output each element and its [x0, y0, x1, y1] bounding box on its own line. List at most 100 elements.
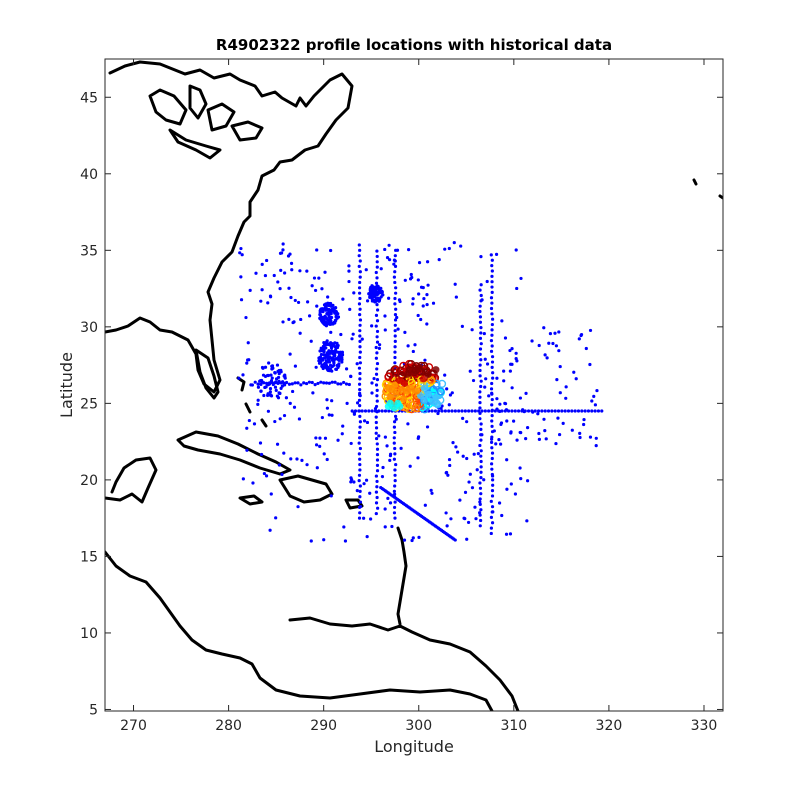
- historical-point: [478, 288, 482, 292]
- historical-point: [274, 380, 278, 384]
- float-profile-point: [424, 370, 432, 378]
- historical-point: [479, 422, 483, 426]
- float-profile-point: [398, 385, 406, 394]
- historical-point: [454, 445, 458, 449]
- historical-point: [373, 298, 378, 302]
- historical-point: [525, 425, 530, 430]
- historical-point: [479, 454, 483, 458]
- historical-point: [494, 442, 498, 446]
- historical-point: [393, 420, 397, 424]
- historical-point: [279, 268, 283, 272]
- historical-point: [447, 246, 451, 251]
- y-tick-label: 25: [80, 396, 98, 412]
- historical-point: [259, 452, 264, 457]
- historical-point: [375, 469, 380, 473]
- historical-point: [453, 282, 457, 286]
- historical-point: [393, 361, 397, 365]
- historical-point: [348, 307, 352, 311]
- historical-point: [279, 368, 283, 372]
- historical-point: [305, 463, 309, 467]
- float-profile-point: [420, 384, 429, 392]
- historical-point: [490, 467, 494, 471]
- historical-point: [490, 280, 494, 284]
- historical-point: [357, 302, 362, 306]
- y-tick-label: 10: [80, 626, 98, 642]
- historical-point: [333, 341, 337, 345]
- historical-point: [358, 323, 362, 327]
- historical-point: [468, 369, 472, 373]
- historical-point: [299, 317, 303, 322]
- historical-point: [392, 505, 397, 510]
- historical-point: [315, 304, 319, 308]
- historical-point: [272, 273, 276, 278]
- historical-point: [358, 312, 362, 317]
- historical-point: [402, 538, 407, 542]
- historical-point: [322, 340, 326, 345]
- y-tick-label: 45: [80, 90, 98, 106]
- historical-point: [573, 409, 577, 413]
- historical-point: [374, 474, 379, 478]
- historical-point: [551, 341, 555, 346]
- historical-point: [479, 465, 483, 469]
- historical-point: [514, 351, 518, 355]
- historical-point: [358, 329, 362, 333]
- historical-point: [287, 317, 291, 321]
- historical-point: [357, 264, 361, 268]
- historical-point: [526, 409, 531, 413]
- historical-point: [547, 341, 551, 345]
- historical-point: [478, 443, 482, 448]
- historical-point: [328, 367, 332, 371]
- historical-point: [375, 335, 379, 339]
- coastline-south-america: [288, 616, 520, 711]
- x-tick-label: 310: [500, 718, 527, 734]
- historical-point: [393, 318, 398, 322]
- historical-point: [282, 374, 286, 378]
- float-profile-point: [415, 364, 423, 372]
- historical-point: [383, 435, 387, 439]
- historical-point: [279, 386, 283, 390]
- historical-point: [358, 275, 362, 279]
- historical-point: [321, 366, 325, 370]
- coastline-gulf-central-america: [105, 456, 494, 711]
- historical-point: [518, 466, 522, 470]
- historical-point: [416, 456, 420, 460]
- historical-point: [421, 304, 425, 308]
- historical-point: [512, 419, 516, 423]
- historical-point: [525, 519, 529, 523]
- historical-point: [299, 383, 303, 387]
- historical-point: [326, 303, 330, 308]
- historical-point: [327, 381, 331, 385]
- historical-point: [290, 268, 294, 272]
- historical-point: [333, 309, 337, 313]
- historical-point: [473, 505, 477, 509]
- historical-point: [374, 426, 379, 430]
- historical-point: [388, 501, 393, 505]
- historical-point: [358, 318, 363, 322]
- historical-point: [490, 360, 495, 364]
- historical-point: [290, 382, 294, 386]
- historical-point: [268, 390, 272, 394]
- historical-point: [393, 500, 397, 504]
- historical-point: [375, 254, 379, 259]
- historical-point: [339, 332, 343, 337]
- historical-point: [254, 271, 258, 275]
- historical-point: [281, 248, 285, 252]
- historical-point: [357, 452, 361, 456]
- historical-point: [322, 452, 326, 456]
- historical-point: [269, 492, 273, 496]
- historical-point: [502, 379, 506, 383]
- historical-point: [268, 295, 273, 299]
- historical-point: [490, 312, 494, 316]
- historical-point: [312, 276, 317, 280]
- historical-point: [425, 322, 429, 326]
- float-profile-point: [386, 393, 394, 401]
- historical-point: [446, 473, 450, 477]
- historical-point: [298, 331, 302, 335]
- historical-point: [582, 417, 586, 422]
- historical-point: [345, 401, 349, 405]
- historical-point: [358, 307, 362, 311]
- historical-point: [478, 406, 482, 410]
- historical-point: [490, 301, 494, 305]
- historical-point: [457, 409, 461, 413]
- historical-point: [394, 291, 398, 295]
